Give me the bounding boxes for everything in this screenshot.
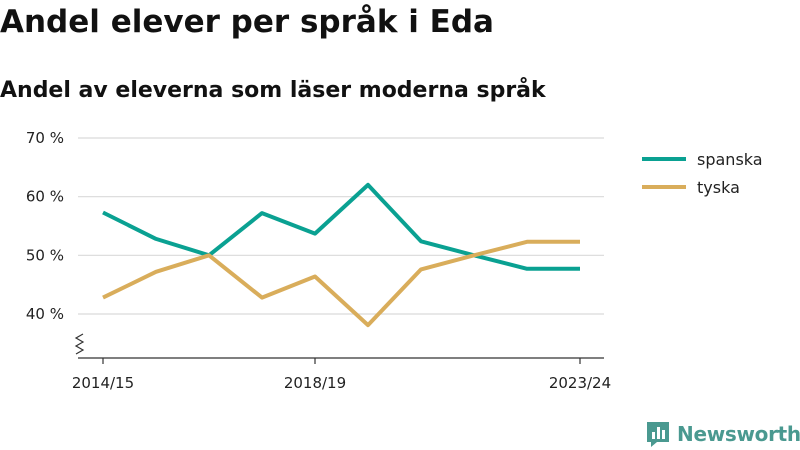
chart-title: Andel elever per språk i Eda xyxy=(0,4,494,40)
legend-label-spanska: spanska xyxy=(697,150,763,169)
y-tick-label: 40 % xyxy=(26,305,64,323)
y-axis-tick-labels: 40 % 50 % 60 % 70 % xyxy=(26,129,64,323)
series-line-spanska xyxy=(102,182,580,271)
x-tick-label: 2023/24 xyxy=(549,374,611,392)
x-tick-label: 2018/19 xyxy=(284,374,346,392)
newsworthy-logo: Newsworthy xyxy=(645,420,800,448)
series-line-tyska xyxy=(102,239,580,328)
legend-label-tyska: tyska xyxy=(697,178,740,197)
y-tick-label: 60 % xyxy=(26,188,64,206)
gridlines xyxy=(78,137,604,315)
y-tick-label: 50 % xyxy=(26,246,64,264)
y-tick-label: 70 % xyxy=(26,129,64,147)
x-axis-tick-labels: 2014/15 2018/19 2023/24 xyxy=(72,358,611,392)
legend: spanska tyska xyxy=(642,150,763,197)
x-axis xyxy=(74,333,604,359)
series-lines xyxy=(102,182,580,328)
x-tick-label: 2014/15 xyxy=(72,374,134,392)
bar-chart-badge-icon xyxy=(647,422,669,447)
axis-break-icon xyxy=(74,333,85,355)
chart-subtitle: Andel av eleverna som läser moderna språ… xyxy=(0,78,546,103)
brand-name: Newsworthy xyxy=(677,422,800,446)
